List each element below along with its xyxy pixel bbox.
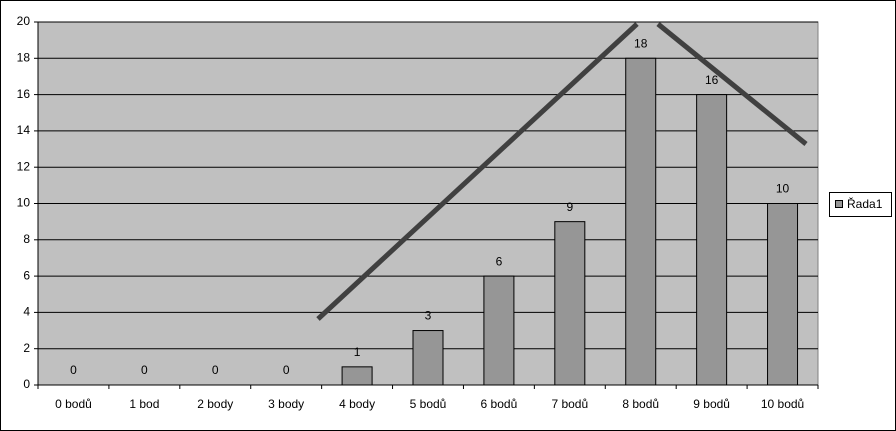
y-tick-label: 10 (17, 196, 31, 210)
x-tick-label: 5 bodů (410, 397, 447, 411)
x-tick-label: 2 body (197, 397, 233, 411)
x-tick-label: 0 bodů (55, 397, 92, 411)
y-tick-label: 8 (23, 232, 30, 246)
data-label: 10 (776, 182, 790, 196)
data-label: 6 (496, 254, 503, 268)
bar (483, 275, 515, 386)
bar (696, 94, 728, 386)
data-label: 16 (705, 73, 719, 87)
x-tick-label: 7 bodů (551, 397, 588, 411)
data-label: 0 (283, 363, 290, 377)
y-tick-label: 12 (17, 159, 31, 173)
data-label: 0 (70, 363, 77, 377)
bar (554, 221, 586, 386)
data-label: 9 (566, 200, 573, 214)
x-tick-label: 1 bod (129, 397, 159, 411)
y-tick-label: 2 (23, 341, 30, 355)
x-tick-label: 8 bodů (622, 397, 659, 411)
y-tick-label: 4 (23, 305, 30, 319)
x-tick-label: 4 body (339, 397, 375, 411)
y-tick-label: 20 (17, 14, 31, 28)
bar (341, 366, 373, 386)
data-label: 0 (212, 363, 219, 377)
bar (625, 57, 657, 386)
y-tick-label: 16 (17, 87, 31, 101)
x-tick-label: 10 bodů (761, 397, 804, 411)
x-tick-label: 9 bodů (693, 397, 730, 411)
data-label: 18 (634, 36, 648, 50)
y-tick-label: 14 (17, 123, 31, 137)
annotation-line (316, 22, 639, 321)
x-tick-label: 3 body (268, 397, 304, 411)
x-tick-label: 6 bodů (481, 397, 518, 411)
annotation-line (656, 22, 808, 146)
data-label: 3 (425, 309, 432, 323)
bar (412, 330, 444, 386)
bar (767, 203, 799, 386)
y-tick-label: 0 (23, 377, 30, 391)
y-tick-label: 18 (17, 50, 31, 64)
data-label: 1 (354, 345, 361, 359)
legend-swatch (835, 200, 843, 208)
y-tick-label: 6 (23, 268, 30, 282)
data-label: 0 (141, 363, 148, 377)
legend-label: Řada1 (847, 196, 883, 211)
